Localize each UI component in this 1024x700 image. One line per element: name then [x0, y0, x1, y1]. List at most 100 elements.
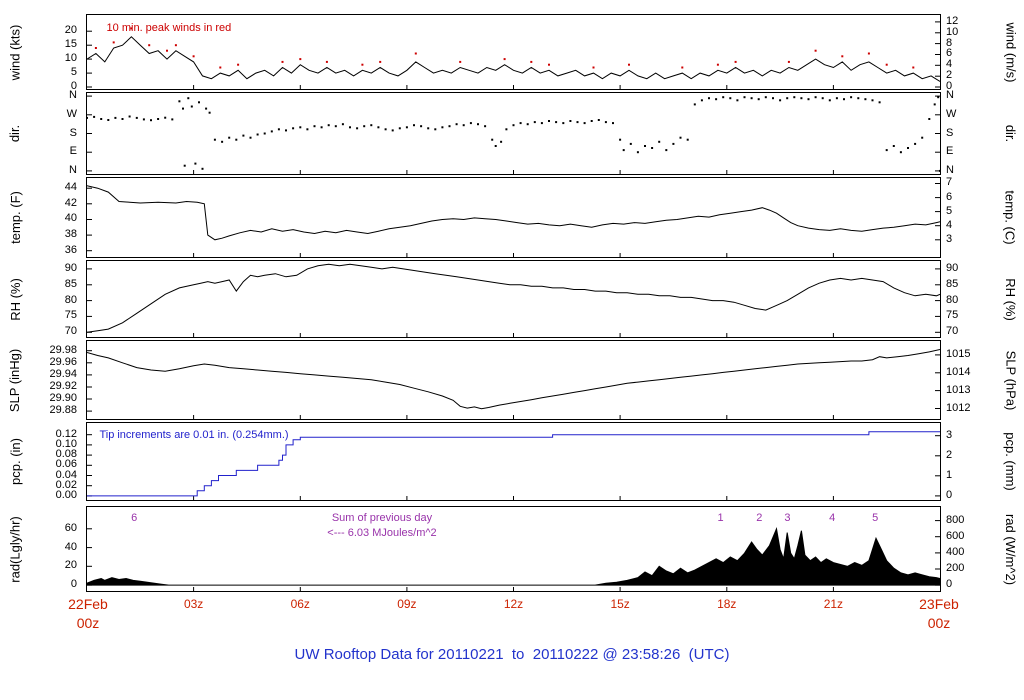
tick-label: 80 — [946, 293, 959, 306]
wind-right-axis-title: wind (m/s) — [997, 14, 1024, 90]
tick-label: 85 — [946, 277, 959, 290]
tick-label: 40 — [64, 540, 77, 553]
tick-label: 12 — [946, 14, 959, 27]
wind-right-ticks: 0 2 4 6 8 10 12 — [941, 14, 996, 93]
tick-label: 85 — [64, 277, 77, 290]
pcp-chart-svg — [87, 431, 940, 500]
tick-label: 3 — [946, 428, 953, 441]
rad-left-axis-title: rad(Lgly/hr) — [0, 506, 30, 592]
axis-title-text: rad (W/m^2) — [1003, 513, 1019, 585]
rad-right-axis-title: rad (W/m^2) — [997, 506, 1024, 592]
tick-label: 600 — [946, 529, 965, 542]
tick-label: 5 — [946, 204, 953, 217]
tick-label: 0.00 — [55, 488, 77, 501]
wind-chart-svg — [87, 21, 940, 89]
tick-label: 70 — [946, 325, 959, 338]
x-tick-label: 21z — [823, 597, 844, 611]
pcp-right-axis-title: pcp. (mm) — [997, 422, 1024, 501]
axis-title-text: rad(Lgly/hr) — [7, 515, 23, 583]
tick-label: 0.08 — [55, 448, 77, 461]
temp-chart-svg — [87, 183, 940, 257]
x-tick-label: 09z — [397, 597, 417, 611]
wind-plot-area: 10 min. peak winds in red — [86, 14, 941, 90]
chart-annotation: 5 — [872, 512, 879, 525]
x-axis: 22Feb 00z 23Feb 00z 03z 06z 09z 12z 15z 18z 21… — [0, 595, 1024, 637]
slp-right-ticks: 1012 1013 1014 1015 — [941, 340, 996, 420]
tick-label: 2 — [946, 69, 953, 82]
chart-annotation: Tip increments are 0.01 in. (0.254mm.) — [99, 429, 289, 442]
pcp-right-ticks: 0 1 2 3 — [941, 422, 996, 501]
chart-annotation: <--- 6.03 MJoules/m^2 — [327, 527, 437, 540]
tick-label: E — [69, 145, 77, 158]
temp-plot-area — [86, 177, 941, 258]
panel-precipitation: pcp. (in) 0.00 0.02 0.04 0.06 0.08 0.10 0.12 T… — [0, 422, 1024, 501]
x-tick-label: 15z — [610, 597, 630, 611]
tick-label: 6 — [946, 190, 953, 203]
slp-left-axis-title: SLP (inHg) — [0, 340, 30, 420]
axis-title-text: wind (kts) — [7, 24, 23, 80]
x-start-date: 22Feb — [68, 596, 108, 612]
tick-label: N — [946, 163, 954, 176]
tick-label: 0.10 — [55, 437, 77, 450]
tick-label: 0 — [70, 578, 77, 591]
axis-title-text: RH (%) — [1003, 277, 1019, 321]
x-end-date-label: 23Feb 00z — [919, 595, 959, 633]
chart-annotation: 2 — [756, 512, 763, 525]
tick-label: N — [69, 89, 77, 102]
tick-label: 29.92 — [49, 379, 77, 392]
tick-label: E — [946, 145, 954, 158]
panel-humidity: RH (%) 70 75 80 85 90 70 75 80 85 90 RH (%) — [0, 260, 1024, 338]
tick-label: 400 — [946, 545, 965, 558]
axis-title-text: dir. — [7, 124, 23, 143]
tick-label: 75 — [946, 309, 959, 322]
tick-label: 90 — [946, 261, 959, 274]
slp-plot-area — [86, 340, 941, 420]
x-tick-label: 03z — [183, 597, 204, 611]
chart-annotation: 10 min. peak winds in red — [106, 22, 232, 35]
dir-chart-svg — [87, 95, 940, 174]
chart-annotation: 3 — [784, 512, 791, 525]
temp-left-ticks: 36 38 40 42 44 — [30, 177, 82, 258]
x-tick-label: 06z — [290, 597, 310, 611]
x-tick-label: 12z — [503, 597, 524, 611]
rh-right-axis-title: RH (%) — [997, 260, 1024, 338]
tick-label: 200 — [946, 561, 965, 574]
tick-label: 1014 — [946, 365, 971, 378]
tick-label: 1015 — [946, 347, 971, 360]
dir-right-axis-title: dir. — [997, 92, 1024, 175]
axis-title-text: temp. (C) — [1003, 190, 1019, 245]
rh-right-ticks: 70 75 80 85 90 — [941, 260, 996, 338]
tick-label: 2 — [946, 448, 953, 461]
rad-left-ticks: 0 20 40 60 — [30, 506, 82, 592]
chart-annotation: Sum of previous day — [331, 512, 433, 525]
temp-left-axis-title: temp. (F) — [0, 177, 30, 258]
tick-label: 8 — [946, 36, 953, 49]
tick-label: 7 — [946, 176, 953, 189]
slp-right-axis-title: SLP (hPa) — [997, 340, 1024, 420]
tick-label: 42 — [64, 196, 77, 209]
tick-label: 1012 — [946, 401, 971, 414]
axis-title-text: pcp. (in) — [7, 438, 23, 485]
axis-title-text: SLP (inHg) — [7, 348, 23, 412]
tick-label: 5 — [70, 66, 77, 79]
tick-label: 0.06 — [55, 458, 77, 471]
axis-title-text: dir. — [1003, 124, 1018, 143]
pcp-left-axis-title: pcp. (in) — [0, 422, 30, 501]
tick-label: 800 — [946, 513, 965, 526]
tick-label: 0 — [946, 80, 953, 93]
pcp-plot-area: Tip increments are 0.01 in. (0.254mm.) — [86, 422, 941, 501]
tick-label: 60 — [64, 521, 77, 534]
tick-label: 0 — [946, 488, 953, 501]
tick-label: 44 — [64, 181, 77, 194]
tick-label: 29.90 — [49, 392, 77, 405]
tick-label: 29.96 — [49, 355, 77, 368]
axis-title-text: wind (m/s) — [1003, 22, 1019, 82]
tick-label: 0.02 — [55, 478, 77, 491]
tick-label: N — [69, 163, 77, 176]
axis-title-text: SLP (hPa) — [1003, 350, 1018, 410]
tick-label: 4 — [946, 58, 953, 71]
tick-label: 90 — [64, 261, 77, 274]
